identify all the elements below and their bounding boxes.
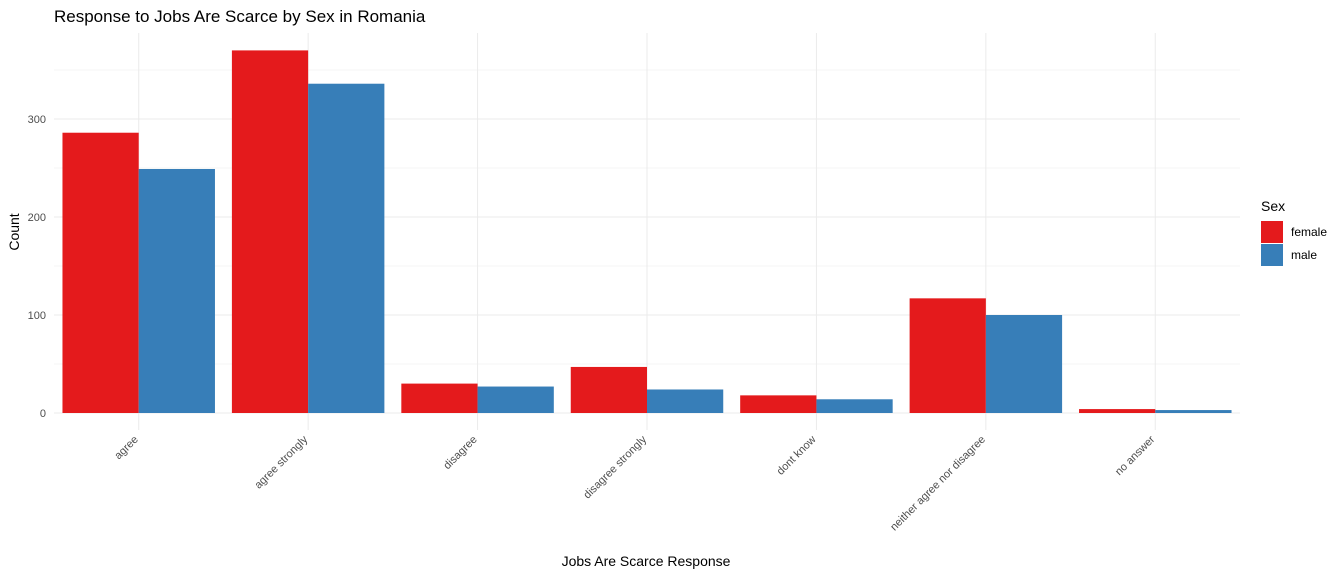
- x-axis-title: Jobs Are Scarce Response: [562, 553, 731, 569]
- bar-female: [1079, 409, 1156, 413]
- legend: Sex female male: [1261, 198, 1327, 266]
- x-tick-label: disagree: [441, 434, 479, 472]
- y-axis-ticks: 0 100 200 300: [28, 114, 46, 420]
- bar-female: [401, 383, 478, 413]
- x-tick-label: agree strongly: [252, 433, 310, 491]
- y-tick-label: 100: [28, 310, 46, 322]
- legend-key-male: [1261, 244, 1283, 266]
- legend-label: female: [1291, 225, 1327, 239]
- bar-male: [1155, 410, 1232, 413]
- x-tick-label: neither agree nor disagree: [888, 434, 988, 534]
- y-axis-title: Count: [6, 213, 22, 250]
- y-tick-label: 0: [40, 408, 46, 420]
- x-tick-label: agree: [112, 434, 140, 462]
- bars: [62, 50, 1232, 414]
- bar-male: [477, 386, 554, 413]
- legend-label: male: [1291, 248, 1317, 262]
- y-tick-label: 300: [28, 114, 46, 126]
- chart-title: Response to Jobs Are Scarce by Sex in Ro…: [54, 7, 426, 26]
- x-axis-ticks: agree agree strongly disagree disagree stro…: [112, 433, 1157, 533]
- bar-male: [138, 168, 215, 413]
- x-tick-label: dont know: [775, 434, 819, 478]
- bar-female: [62, 132, 139, 413]
- y-tick-label: 200: [28, 212, 46, 224]
- legend-key-female: [1261, 221, 1283, 243]
- bar-female: [231, 50, 309, 414]
- bar-female: [909, 298, 986, 413]
- bar-female: [570, 366, 647, 413]
- bar-male: [816, 399, 893, 413]
- bar-male: [647, 389, 724, 413]
- x-tick-label: disagree strongly: [581, 433, 649, 501]
- bar-male: [985, 315, 1063, 413]
- x-tick-label: no answer: [1113, 433, 1158, 478]
- legend-title: Sex: [1261, 198, 1285, 214]
- bar-female: [740, 395, 817, 413]
- bar-male: [308, 83, 385, 413]
